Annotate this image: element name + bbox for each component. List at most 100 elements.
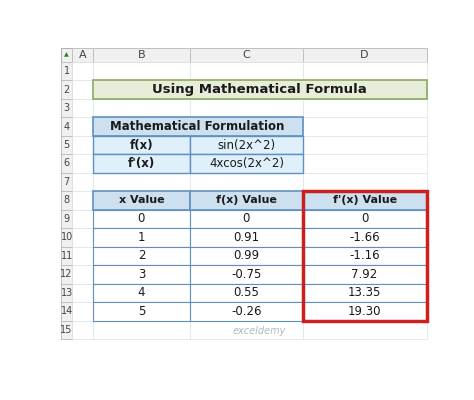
Bar <box>73 210 92 228</box>
Bar <box>190 173 302 191</box>
Bar <box>61 247 73 265</box>
Bar <box>61 80 73 99</box>
Bar <box>190 48 302 62</box>
Bar <box>73 154 92 173</box>
Text: 1: 1 <box>137 231 145 244</box>
Bar <box>92 302 190 320</box>
Text: f(x): f(x) <box>129 138 153 152</box>
Bar <box>190 210 302 228</box>
Text: 1: 1 <box>64 66 70 76</box>
Bar <box>92 210 190 228</box>
Bar <box>302 117 427 136</box>
Text: D: D <box>360 50 369 60</box>
Text: -0.26: -0.26 <box>231 305 262 318</box>
Bar <box>92 247 190 265</box>
Bar <box>61 320 73 339</box>
Bar <box>190 284 302 302</box>
Text: 0: 0 <box>138 212 145 226</box>
Bar <box>92 99 190 117</box>
Text: f(x) Value: f(x) Value <box>216 196 277 206</box>
Bar <box>73 302 92 320</box>
Text: -1.16: -1.16 <box>349 250 380 262</box>
Text: 5: 5 <box>64 140 70 150</box>
Bar <box>61 284 73 302</box>
Bar <box>302 99 427 117</box>
Text: 8: 8 <box>64 196 70 206</box>
Bar <box>73 228 92 247</box>
Text: 0.55: 0.55 <box>234 286 259 299</box>
Bar <box>302 62 427 80</box>
Text: 0.91: 0.91 <box>233 231 259 244</box>
Bar <box>302 80 427 99</box>
Bar <box>92 191 190 210</box>
Text: 3: 3 <box>138 268 145 281</box>
Bar <box>73 80 92 99</box>
Bar <box>302 265 427 284</box>
Bar <box>302 247 427 265</box>
Bar <box>73 191 92 210</box>
Bar <box>302 284 427 302</box>
Bar <box>190 136 302 154</box>
Bar <box>190 228 302 247</box>
Bar <box>92 247 190 265</box>
Text: x Value: x Value <box>118 196 164 206</box>
Bar <box>302 320 427 339</box>
Text: 0.99: 0.99 <box>233 250 259 262</box>
Bar <box>190 265 302 284</box>
Bar <box>92 265 190 284</box>
Text: 0: 0 <box>361 212 368 226</box>
Bar <box>190 265 302 284</box>
Bar <box>61 228 73 247</box>
Bar <box>61 48 427 62</box>
Bar <box>73 99 92 117</box>
Bar <box>61 48 73 62</box>
Bar <box>190 62 302 80</box>
Bar <box>92 191 190 210</box>
Bar <box>92 117 190 136</box>
Bar <box>92 210 190 228</box>
Bar <box>92 173 190 191</box>
Bar <box>73 247 92 265</box>
Bar <box>73 62 92 80</box>
Bar <box>73 265 92 284</box>
Bar <box>190 99 302 117</box>
Bar <box>190 80 302 99</box>
Bar <box>190 117 302 136</box>
Text: 3: 3 <box>64 103 70 113</box>
Text: f'(x): f'(x) <box>128 157 155 170</box>
Bar <box>190 284 302 302</box>
Bar <box>190 247 302 265</box>
Bar <box>190 320 302 339</box>
Bar <box>92 136 190 154</box>
Text: ▲: ▲ <box>64 52 69 58</box>
Bar <box>61 117 73 136</box>
Bar <box>190 302 302 320</box>
Text: B: B <box>137 50 145 60</box>
Bar <box>92 154 190 173</box>
Text: exceldemy: exceldemy <box>233 326 286 336</box>
Bar <box>92 284 190 302</box>
Bar <box>92 48 190 62</box>
Bar <box>61 302 73 320</box>
Bar <box>302 210 427 228</box>
Bar <box>190 191 302 210</box>
Bar <box>73 136 92 154</box>
Bar <box>92 80 190 99</box>
Text: f'(x) Value: f'(x) Value <box>333 196 397 206</box>
Bar <box>190 191 302 210</box>
Text: 13.35: 13.35 <box>348 286 381 299</box>
Text: 19.30: 19.30 <box>348 305 382 318</box>
Bar <box>190 154 302 173</box>
Bar <box>190 247 302 265</box>
Text: 2: 2 <box>64 84 70 94</box>
Bar <box>92 154 190 173</box>
Text: 10: 10 <box>61 232 73 242</box>
Bar <box>73 320 92 339</box>
Text: 15: 15 <box>60 325 73 335</box>
Bar <box>61 99 73 117</box>
Text: -1.66: -1.66 <box>349 231 380 244</box>
Bar <box>190 228 302 247</box>
Text: sin(2x^2): sin(2x^2) <box>218 138 275 152</box>
Text: 4xcos(2x^2): 4xcos(2x^2) <box>209 157 284 170</box>
Bar <box>92 265 190 284</box>
